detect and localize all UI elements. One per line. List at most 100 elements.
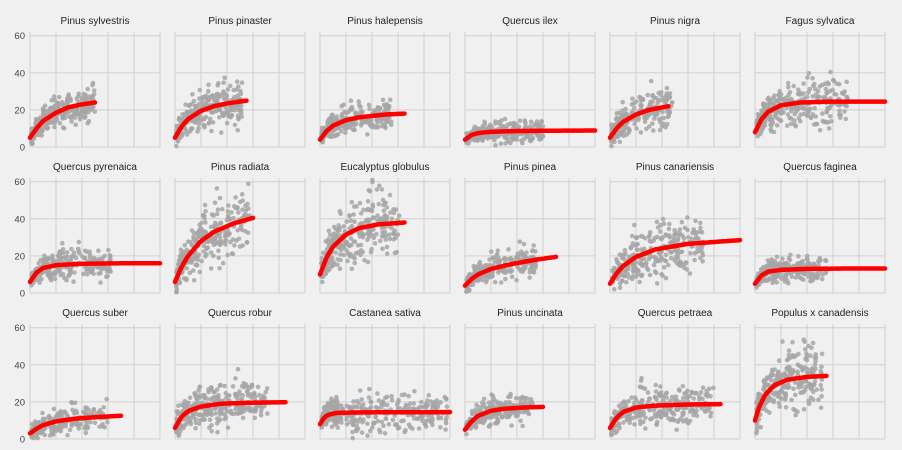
data-point — [793, 275, 799, 280]
data-point — [830, 77, 836, 83]
data-point — [180, 131, 186, 136]
y-tick-label: 60 — [14, 323, 25, 334]
data-point — [629, 102, 635, 107]
data-point — [209, 385, 214, 391]
data-point — [354, 399, 360, 404]
data-point — [366, 234, 372, 240]
data-point — [530, 135, 536, 141]
data-point — [199, 220, 204, 226]
data-point — [640, 409, 646, 414]
data-point — [224, 120, 230, 126]
data-point — [788, 271, 794, 276]
data-point — [786, 97, 791, 103]
data-point — [614, 428, 620, 434]
data-point — [257, 392, 262, 398]
data-point — [365, 433, 370, 438]
data-point — [523, 120, 528, 126]
data-point — [837, 108, 842, 114]
data-point — [334, 234, 339, 239]
data-point — [333, 133, 339, 138]
data-point — [384, 394, 390, 400]
data-point — [684, 394, 690, 400]
data-point — [645, 267, 651, 273]
data-point — [240, 415, 246, 421]
data-point — [387, 103, 392, 109]
data-point — [337, 208, 343, 214]
data-point — [368, 400, 374, 405]
data-point — [367, 386, 372, 392]
data-point — [101, 405, 106, 410]
data-point — [813, 355, 819, 361]
data-point — [784, 123, 790, 128]
data-point — [48, 105, 53, 111]
data-point — [29, 283, 34, 288]
data-point — [801, 81, 806, 86]
data-point — [489, 249, 494, 254]
data-point — [358, 211, 364, 216]
data-point — [366, 229, 372, 235]
data-point — [335, 425, 341, 430]
data-point — [642, 119, 648, 124]
data-point — [184, 128, 189, 134]
data-point — [797, 363, 802, 369]
data-point — [675, 236, 681, 242]
data-point — [622, 273, 628, 279]
data-point — [517, 239, 523, 244]
data-point — [88, 420, 93, 425]
data-point — [810, 340, 816, 346]
data-point — [374, 117, 380, 123]
data-point — [815, 270, 820, 276]
data-point — [331, 405, 337, 411]
data-point — [347, 226, 352, 231]
data-point — [666, 226, 672, 232]
panel-title: Quercus pyrenaica — [53, 162, 137, 173]
data-point — [700, 385, 706, 391]
data-point — [83, 430, 89, 436]
data-point — [225, 87, 231, 92]
data-point — [329, 119, 335, 125]
data-point — [246, 181, 251, 187]
data-point — [354, 423, 360, 429]
data-point — [235, 205, 240, 210]
data-point — [250, 392, 255, 398]
data-point — [508, 140, 513, 146]
data-point — [681, 262, 687, 267]
data-point — [352, 219, 357, 224]
data-point — [196, 125, 201, 131]
data-point — [361, 402, 366, 407]
data-point — [812, 362, 818, 367]
data-point — [511, 132, 516, 138]
data-point — [646, 256, 652, 262]
data-point — [824, 90, 829, 96]
data-point — [330, 112, 335, 118]
panel: Quercus ilex — [462, 16, 598, 148]
data-point — [220, 260, 226, 266]
data-point — [60, 240, 65, 246]
data-point — [331, 231, 337, 236]
data-point — [354, 427, 359, 432]
data-point — [818, 405, 824, 411]
data-point — [774, 280, 780, 285]
data-point — [40, 111, 46, 116]
data-point — [796, 253, 801, 259]
data-point — [364, 207, 370, 213]
data-point — [356, 99, 362, 104]
data-point — [203, 114, 209, 120]
data-point — [471, 263, 477, 269]
data-point — [784, 357, 790, 363]
data-point — [359, 405, 364, 411]
data-point — [233, 195, 238, 200]
data-point — [708, 410, 714, 416]
data-point — [817, 127, 823, 133]
y-tick-label: 40 — [14, 360, 25, 371]
data-point — [438, 400, 444, 405]
data-point — [767, 99, 772, 104]
data-point — [788, 121, 794, 127]
data-point — [612, 286, 617, 292]
data-point — [381, 208, 387, 213]
data-point — [617, 252, 623, 257]
data-point — [522, 265, 527, 270]
data-point — [786, 384, 792, 390]
data-point — [98, 271, 103, 276]
data-point — [689, 236, 695, 242]
